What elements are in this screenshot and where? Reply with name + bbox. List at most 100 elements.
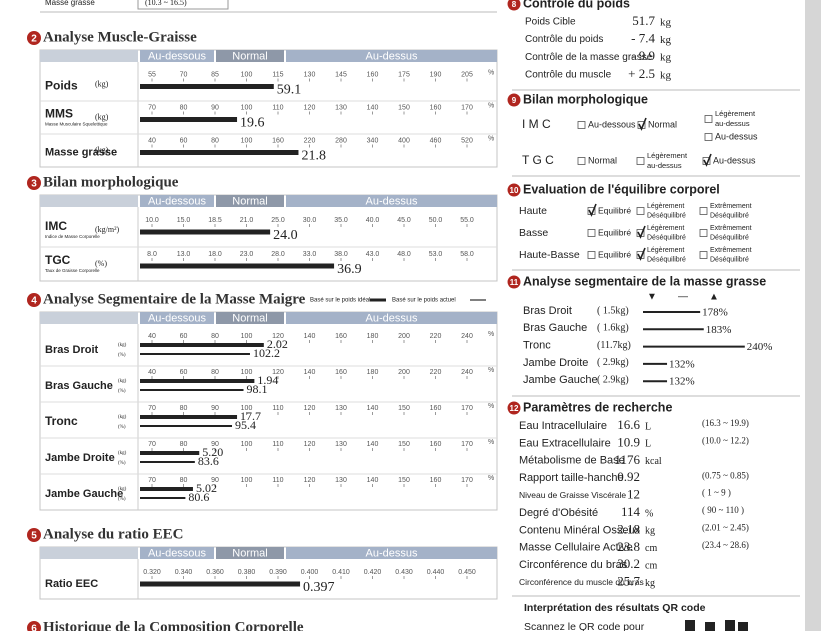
bar-value: 24.0 bbox=[273, 228, 298, 243]
row-label: Circonférence du muscle du bras bbox=[519, 577, 644, 587]
scale-tick-label: 120 bbox=[304, 405, 316, 412]
scale-tick-label: 80 bbox=[211, 137, 219, 144]
bar bbox=[140, 581, 301, 587]
section-title: Bilan morphologique bbox=[523, 92, 648, 106]
scale-tick-label: 140 bbox=[367, 477, 379, 484]
section-number-badge bbox=[507, 0, 521, 11]
range-box bbox=[137, 0, 229, 10]
scale-tick-label: 160 bbox=[430, 477, 442, 484]
unit: (kg) bbox=[118, 451, 127, 456]
scale-tick-label: 0.320 bbox=[143, 569, 161, 576]
scale-tick-label: 110 bbox=[272, 104, 283, 111]
qr-code-part bbox=[725, 620, 735, 631]
unit: (%) bbox=[95, 259, 107, 268]
scale-tick-label: 0.340 bbox=[175, 569, 193, 576]
scale-tick-label: 90 bbox=[211, 104, 219, 111]
scale-tick-label: 21.0 bbox=[240, 217, 254, 224]
row-unit: cm bbox=[645, 560, 657, 571]
section-number: 3 bbox=[31, 179, 37, 190]
band-header bbox=[286, 195, 497, 207]
row-unit: kg bbox=[645, 578, 655, 589]
unit: (kg) bbox=[95, 79, 109, 88]
scale-tick-label: 200 bbox=[398, 369, 410, 376]
unit: (kg) bbox=[95, 112, 109, 121]
band-header bbox=[216, 50, 284, 62]
row-label: Jambe Droite bbox=[45, 452, 115, 464]
row-unit: kg bbox=[660, 69, 672, 81]
scale-tick-label: 160 bbox=[367, 71, 379, 78]
scale-tick-label: 85 bbox=[211, 71, 219, 78]
scale-tick-label: 120 bbox=[304, 104, 316, 111]
qr-code-part bbox=[685, 620, 695, 631]
option-text: Légèrement bbox=[715, 109, 756, 118]
section-number: 4 bbox=[31, 296, 37, 307]
scale-tick-label: 460 bbox=[430, 137, 442, 144]
scale-tick-label: 205 bbox=[461, 71, 473, 78]
option-text: Déséquilibré bbox=[647, 235, 686, 242]
checkbox bbox=[587, 229, 596, 237]
row-label: Poids bbox=[45, 79, 78, 93]
checkbox bbox=[577, 121, 586, 129]
section-title: Bilan morphologique bbox=[43, 174, 179, 190]
tick-unit: % bbox=[488, 69, 494, 76]
section-title: Contrôle du poids bbox=[523, 0, 630, 10]
row-value: 2.18 bbox=[617, 521, 640, 536]
scale-tick-label: 100 bbox=[241, 71, 253, 78]
scale-tick-label: 8.0 bbox=[147, 251, 157, 258]
section-title: Analyse Segmentaire de la Masse Maigre bbox=[43, 291, 306, 307]
scale-tick-label: 120 bbox=[304, 441, 316, 448]
scale-tick-label: 100 bbox=[241, 477, 253, 484]
option-text: Equilibré bbox=[598, 249, 631, 259]
row-mass: (11.7kg) bbox=[597, 340, 631, 351]
section-number-badge bbox=[27, 528, 41, 542]
scale-tick-label: 160 bbox=[335, 369, 347, 376]
band-header bbox=[286, 50, 497, 62]
band-label: Au-dessous bbox=[148, 195, 207, 207]
option-text: Normal bbox=[588, 155, 617, 165]
option-text: Equilibré bbox=[598, 227, 631, 237]
row-label: Jambe Gauche bbox=[45, 488, 123, 500]
tick-unit: % bbox=[488, 135, 494, 142]
scale-tick-label: 13.0 bbox=[177, 251, 191, 258]
bar-value: 17.7 bbox=[240, 409, 261, 423]
band-label: Au-dessus bbox=[366, 547, 418, 559]
bar-value: 59.1 bbox=[277, 83, 302, 98]
scale-tick-label: 110 bbox=[272, 405, 283, 412]
scale-tick-label: 40.0 bbox=[366, 217, 380, 224]
band-header bbox=[140, 50, 214, 62]
scale-tick-label: 220 bbox=[304, 137, 316, 144]
scale-tick-label: 55.0 bbox=[460, 217, 474, 224]
band-label: Normal bbox=[232, 195, 267, 207]
scale-tick-label: 140 bbox=[304, 333, 316, 340]
scale-tick-label: 145 bbox=[335, 71, 347, 78]
scale-tick-label: 90 bbox=[211, 441, 219, 448]
scale-tick-label: 0.360 bbox=[206, 569, 224, 576]
row-unit: L bbox=[645, 421, 651, 432]
row-unit: kg bbox=[660, 52, 672, 64]
check-mark bbox=[703, 153, 712, 167]
bar bbox=[140, 497, 186, 499]
row-label: Masse Cellulaire Active bbox=[519, 542, 633, 554]
scale-tick-label: 0.450 bbox=[458, 569, 476, 576]
scale-tick-label: 400 bbox=[398, 137, 410, 144]
row-value: 51.7 bbox=[632, 13, 655, 28]
bar-value: 36.9 bbox=[337, 262, 362, 277]
bar-value: 5.20 bbox=[202, 445, 223, 459]
scale-tick-label: 190 bbox=[430, 71, 442, 78]
option-text: Déséquilibré bbox=[710, 213, 749, 220]
scale-tick-label: 60 bbox=[180, 333, 188, 340]
row-label: IMC bbox=[45, 219, 67, 233]
scale-tick-label: 60 bbox=[180, 137, 188, 144]
section-panel bbox=[39, 311, 498, 511]
scale-tick-label: 80 bbox=[180, 104, 188, 111]
checkbox bbox=[699, 207, 708, 215]
bar-value: 0.397 bbox=[303, 580, 335, 595]
row-label: Poids Cible bbox=[525, 17, 576, 28]
row-label: MMS bbox=[45, 107, 73, 121]
scale-tick-label: 160 bbox=[335, 333, 347, 340]
scale-tick-label: 100 bbox=[241, 104, 253, 111]
scale-tick-label: 150 bbox=[398, 405, 410, 412]
band-header bbox=[140, 195, 214, 207]
scale-tick-label: 140 bbox=[367, 441, 379, 448]
